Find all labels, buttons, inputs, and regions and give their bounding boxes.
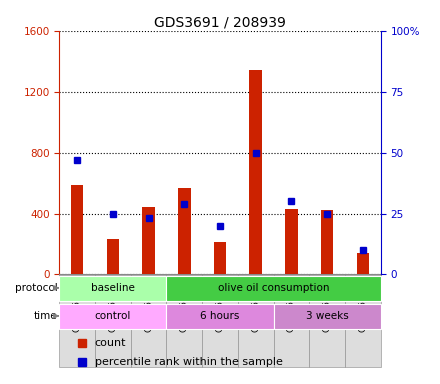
FancyBboxPatch shape xyxy=(59,275,95,367)
Bar xyxy=(166,276,381,301)
Text: percentile rank within the sample: percentile rank within the sample xyxy=(95,357,282,367)
Text: count: count xyxy=(95,338,126,348)
FancyBboxPatch shape xyxy=(274,275,309,367)
Bar xyxy=(178,188,191,275)
Text: olive oil consumption: olive oil consumption xyxy=(218,283,329,293)
Title: GDS3691 / 208939: GDS3691 / 208939 xyxy=(154,16,286,30)
Text: 3 weeks: 3 weeks xyxy=(306,311,348,321)
Bar xyxy=(59,276,166,301)
Bar xyxy=(285,209,297,275)
Bar xyxy=(356,253,369,275)
Bar xyxy=(321,210,334,275)
FancyBboxPatch shape xyxy=(238,275,274,367)
Text: time: time xyxy=(34,311,58,321)
Bar xyxy=(274,304,381,329)
Text: protocol: protocol xyxy=(15,283,58,293)
FancyBboxPatch shape xyxy=(202,275,238,367)
Bar xyxy=(214,242,226,275)
Text: baseline: baseline xyxy=(91,283,135,293)
Bar xyxy=(59,304,166,329)
Bar xyxy=(71,185,84,275)
Bar xyxy=(143,207,155,275)
FancyBboxPatch shape xyxy=(95,275,131,367)
Bar xyxy=(106,240,119,275)
FancyBboxPatch shape xyxy=(309,275,345,367)
Bar xyxy=(249,70,262,275)
FancyBboxPatch shape xyxy=(166,275,202,367)
Text: 6 hours: 6 hours xyxy=(200,311,240,321)
Bar xyxy=(166,304,274,329)
FancyBboxPatch shape xyxy=(345,275,381,367)
Text: control: control xyxy=(95,311,131,321)
FancyBboxPatch shape xyxy=(131,275,166,367)
